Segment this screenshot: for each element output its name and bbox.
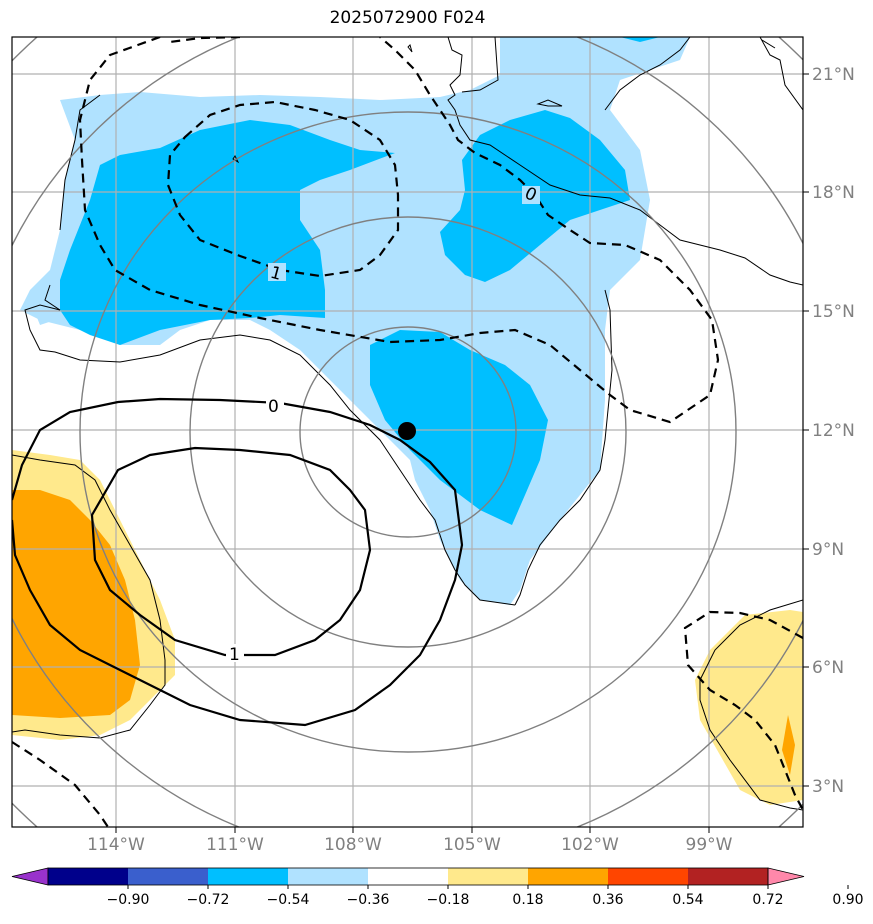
colorbar-tick-label: 0.18 <box>512 892 543 908</box>
colorbar-segment <box>208 868 288 885</box>
lon-label: 102°W <box>561 835 619 855</box>
lon-label: 111°W <box>206 835 264 855</box>
lon-label: 99°W <box>686 835 733 855</box>
lat-label: 6°N <box>812 658 844 678</box>
coastline <box>12 37 803 811</box>
colorbar-segment <box>288 868 368 885</box>
colorbar-tick-label: −0.36 <box>347 892 390 908</box>
lat-label: 12°N <box>812 421 855 441</box>
lat-label: 15°N <box>812 302 855 322</box>
contour-labels: 0 1 0 1 <box>226 183 540 665</box>
lon-label: 114°W <box>87 835 145 855</box>
lat-ticks <box>803 73 809 787</box>
lat-label: 9°N <box>812 540 844 560</box>
colorbar-extend-high <box>767 867 805 886</box>
contour-label: 0 <box>268 397 279 417</box>
contour-label-bg <box>226 644 244 662</box>
colorbar-segment <box>448 868 528 885</box>
colorbar-segment <box>688 868 768 885</box>
contour-label: 1 <box>268 263 284 285</box>
contour-label-bg <box>268 263 286 281</box>
colorbar-tick-label: −0.90 <box>107 892 150 908</box>
lat-label: 3°N <box>812 777 844 797</box>
colorbar-segment <box>528 868 608 885</box>
colorbar-segment <box>48 868 128 885</box>
colorbar-segment <box>128 868 208 885</box>
contour-label: 1 <box>229 645 240 665</box>
lat-label: 18°N <box>812 183 855 203</box>
colorbar-tick-label: −0.18 <box>427 892 470 908</box>
storm-center-marker <box>398 422 416 440</box>
lat-label: 21°N <box>812 65 855 85</box>
map-title: 2025072900 F024 <box>329 8 486 28</box>
solid-contours <box>12 397 464 727</box>
colorbar-tick-label: 0.90 <box>832 892 863 908</box>
lon-label: 108°W <box>324 835 382 855</box>
dashed-contours <box>12 37 803 827</box>
contour-label-bg <box>266 396 284 414</box>
map-frame <box>11 36 804 828</box>
shading-positive-medium <box>12 490 795 775</box>
lon-label: 105°W <box>443 835 501 855</box>
lon-ticks <box>115 827 710 833</box>
colorbar-segment <box>368 868 448 885</box>
colorbar-tick-label: −0.72 <box>187 892 230 908</box>
colorbar-tick-label: 0.54 <box>672 892 703 908</box>
colorbar-tick-label: 0.72 <box>752 892 783 908</box>
colorbar-tick-label: 0.36 <box>592 892 623 908</box>
colorbar-tick-label: −0.54 <box>267 892 310 908</box>
colorbar-segment <box>608 868 688 885</box>
lat-lon-grid <box>12 37 803 827</box>
contour-label-bg <box>522 186 540 204</box>
colorbar-outline <box>47 867 769 886</box>
colorbar-extend-low <box>11 867 49 886</box>
